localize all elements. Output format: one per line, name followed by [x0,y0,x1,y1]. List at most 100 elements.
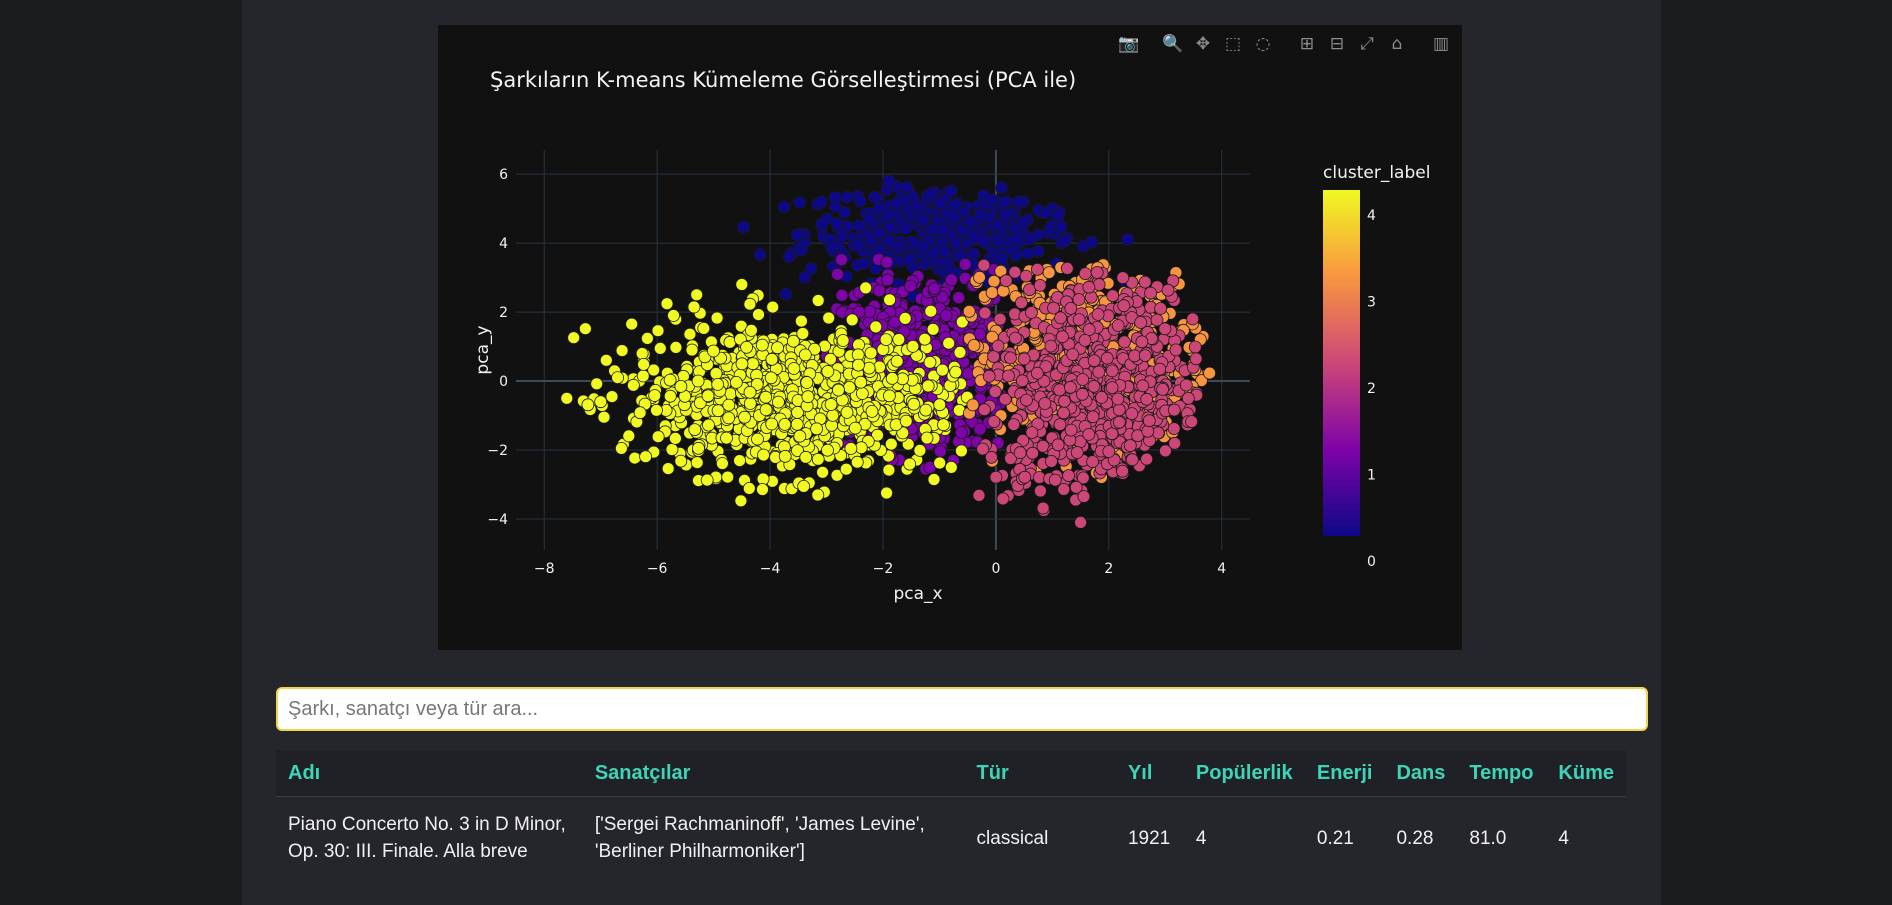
scatter-point [835,253,848,267]
scatter-point [1136,379,1150,393]
column-header-energy[interactable]: Enerji [1304,750,1385,797]
scatter-point [1038,397,1052,410]
scatter-point [700,473,714,487]
scatter-point [1141,424,1155,438]
scatter-point [859,281,873,295]
scatter-point [921,379,935,393]
column-header-genre[interactable]: Tür [964,750,1116,797]
scatter-point [605,390,619,404]
scatter-point [944,184,958,198]
column-header-name[interactable]: Adı [276,750,583,797]
scatter-point [1188,340,1202,354]
scatter-point [882,174,896,188]
column-header-tempo[interactable]: Tempo [1457,750,1547,797]
scatter-point [1185,415,1198,429]
column-header-popularity[interactable]: Popülerlik [1183,750,1305,797]
table-row[interactable]: Piano Concerto No. 3 in D Minor, Op. 30:… [276,796,1626,879]
scatter-point [924,187,938,201]
scatter-point [810,422,824,436]
scatter-point [1060,261,1074,275]
scatter-point [963,214,977,228]
scatter-point [926,322,940,336]
scatter-point [835,288,849,302]
scatter-point [715,457,729,470]
scatter-point [967,247,981,261]
scatter-point [816,465,830,479]
scatter-point [927,282,941,296]
scatter-point [1039,206,1053,220]
column-header-artists[interactable]: Sanatçılar [582,750,965,797]
column-header-cluster[interactable]: Küme [1546,750,1626,797]
scatter-point [794,314,808,328]
scatter-point [799,450,813,464]
scatter-point [864,234,878,248]
scatter-point [993,312,1007,326]
scatter-point [927,473,941,486]
pan-icon[interactable]: ✥ [1195,34,1211,54]
scatter-point [843,380,856,394]
scatter-point [647,363,661,377]
scatter-point [1015,296,1028,310]
x-tick-label: −4 [760,561,781,577]
scatter-point [1116,271,1130,285]
zoom-out-icon[interactable]: ⊟ [1329,34,1345,54]
scatter-point [625,317,639,331]
scatter-point [1009,331,1022,345]
colorbar-ticks: 0 1 2 3 4 [1367,208,1376,570]
scatter-point [898,311,912,325]
scatter-point [752,308,765,322]
scatter-point [918,332,932,346]
data-points[interactable] [560,174,1216,529]
scatter-point [1008,265,1022,279]
column-header-year[interactable]: Yıl [1115,750,1184,797]
scatter-point [869,320,883,334]
search-input[interactable] [276,687,1648,731]
autoscale-icon[interactable]: ⤢ [1360,34,1374,54]
scatter-point [825,240,839,254]
scatter-point [926,246,940,260]
scatter-point [890,196,904,210]
scatter-point [923,355,937,369]
column-header-dance[interactable]: Dans [1384,750,1458,797]
scatter-point [1072,293,1086,306]
zoom-in-icon[interactable]: ⊞ [1299,34,1315,54]
scatter-point [674,379,688,393]
scatter-point [735,357,749,371]
scatter-point [1112,403,1126,417]
camera-icon[interactable]: 📷 [1118,34,1140,54]
chart-title: Şarkıların K-means Kümeleme Görselleştir… [490,68,1076,92]
scatter-plot-card: Şarkıların K-means Kümeleme Görselleştir… [438,25,1462,650]
lasso-select-icon[interactable]: ◌ [1255,34,1271,54]
scatter-point [840,190,854,204]
scatter-point [831,383,845,397]
scatter-point [997,195,1011,209]
scatter-point [1020,393,1033,407]
reset-axes-icon[interactable]: ⌂ [1391,34,1403,54]
scatter-point [811,488,825,502]
scatter-point [1051,438,1065,452]
scatter-point [881,273,895,287]
cell-dance: 0.28 [1384,796,1458,879]
scatter-point [1086,410,1100,424]
y-axis-label: pca_y [473,325,493,374]
scatter-chart[interactable]: Şarkıların K-means Kümeleme Görselleştir… [438,25,1462,650]
scatter-point [994,264,1008,278]
box-select-icon[interactable]: ⬚ [1224,34,1242,54]
scatter-point [1186,312,1200,326]
scatter-point [1106,289,1120,303]
scatter-point [793,196,807,209]
scatter-point [733,454,747,468]
scatter-point [622,429,636,443]
scatter-point [1153,362,1167,376]
scatter-point [665,443,679,456]
plotly-logo-icon[interactable]: ▥ [1432,34,1450,54]
scatter-point [1090,265,1104,279]
scatter-point [756,483,769,496]
scatter-point [796,327,810,340]
scatter-point [873,201,887,215]
zoom-icon[interactable]: 🔍 [1162,34,1184,54]
y-tick-label: 0 [499,374,508,390]
scatter-point [811,294,825,307]
scatter-point [1082,427,1096,441]
scatter-point [1087,354,1101,368]
